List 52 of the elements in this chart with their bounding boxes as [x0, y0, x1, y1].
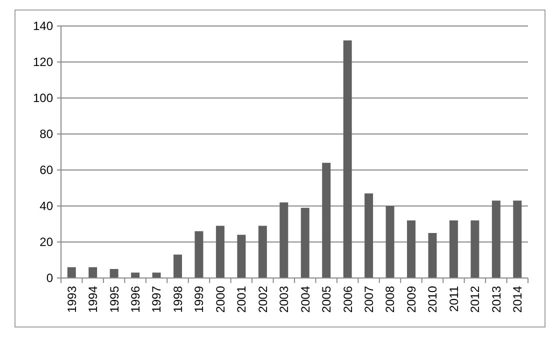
bar — [88, 267, 98, 278]
bar — [407, 220, 416, 278]
bar — [513, 200, 522, 278]
x-tick-label: 2000 — [213, 286, 228, 313]
bar — [470, 220, 480, 278]
bar — [216, 226, 224, 278]
bar — [174, 254, 182, 278]
x-tick-label: 2008 — [383, 286, 398, 313]
x-tick-label: 1994 — [86, 286, 100, 313]
bar — [237, 234, 246, 278]
bar — [258, 226, 267, 278]
x-tick-label: 2009 — [404, 286, 418, 313]
y-tick-label: 0 — [46, 271, 54, 286]
x-tick-label: 2003 — [277, 286, 292, 313]
bar — [449, 220, 458, 278]
x-tick-label: 1993 — [64, 286, 79, 313]
y-tick-label: 140 — [32, 19, 54, 34]
bar — [300, 208, 310, 278]
x-tick-label: 2005 — [320, 286, 334, 313]
y-tick-label: 120 — [32, 55, 54, 70]
bar — [152, 272, 161, 278]
x-tick-label: 2014 — [510, 286, 525, 313]
bar — [194, 231, 204, 278]
x-tick-label: 2007 — [362, 286, 376, 313]
x-tick-label: 2001 — [234, 286, 249, 313]
x-tick-label: 2013 — [489, 286, 504, 313]
bar — [386, 206, 394, 278]
bar — [364, 193, 374, 278]
bar — [280, 202, 288, 278]
x-tick-label: 2006 — [340, 286, 355, 313]
y-tick-label: 60 — [40, 163, 54, 178]
x-tick-label: 2010 — [426, 286, 440, 313]
x-tick-label: 1995 — [107, 286, 122, 313]
bar — [492, 200, 500, 278]
bar — [110, 269, 118, 278]
bar — [322, 162, 331, 278]
x-tick-label: 2002 — [256, 286, 270, 313]
x-tick-label: 1999 — [192, 286, 206, 313]
x-tick-label: 2011 — [446, 286, 461, 312]
x-tick-label: 2004 — [298, 286, 312, 313]
y-tick-label: 40 — [40, 199, 54, 214]
bar — [428, 233, 437, 278]
x-tick-label: 2012 — [468, 286, 482, 313]
y-tick-label: 80 — [40, 127, 54, 142]
bar — [67, 267, 76, 278]
bar — [131, 272, 140, 278]
y-tick-label: 20 — [40, 235, 54, 250]
bar — [343, 40, 352, 278]
x-tick-label: 1997 — [150, 286, 164, 313]
y-tick-label: 100 — [32, 91, 54, 106]
x-tick-label: 1996 — [128, 286, 142, 313]
x-tick-label: 1998 — [170, 286, 185, 313]
